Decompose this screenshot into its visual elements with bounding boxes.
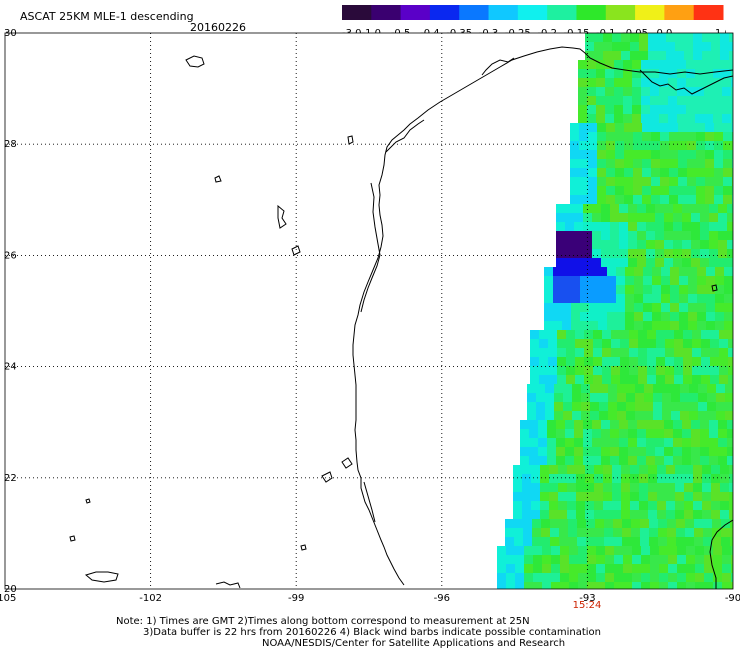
colorbar-swatch bbox=[488, 5, 519, 20]
latitude-label: 26 bbox=[4, 250, 17, 261]
lagoon-detail-path bbox=[363, 481, 376, 523]
lake-path bbox=[215, 581, 241, 589]
plot-frame bbox=[4, 32, 734, 590]
longitude-label: -102 bbox=[139, 593, 162, 604]
colorbar-labels: -3.0 -1.0 -0.5 -0.4 -0.35 -0.3 -0.25 -0.2 -0.15-… bbox=[342, 28, 726, 37]
colorbar-label: -0.2 bbox=[537, 28, 557, 37]
pass-time-label: 15:24 bbox=[573, 600, 602, 611]
colorbar-label: 0.0 bbox=[656, 28, 672, 37]
lake-path bbox=[341, 457, 353, 469]
longitude-label: -105 bbox=[0, 593, 16, 604]
colorbar-label: -0.4 bbox=[420, 28, 440, 37]
colorbar-swatch bbox=[664, 5, 695, 20]
colorbar-label: 1.0 bbox=[715, 28, 726, 37]
latitude-label: 20 bbox=[4, 584, 17, 595]
colorbar-swatch bbox=[400, 5, 431, 20]
longitude-label: -99 bbox=[288, 593, 304, 604]
colorbar-swatch bbox=[576, 5, 607, 20]
bay-detail-path bbox=[385, 119, 425, 153]
colorbar-swatch bbox=[635, 5, 665, 20]
lat-lon-grid bbox=[5, 33, 733, 589]
colorbar-swatch bbox=[605, 5, 636, 20]
colorbar-swatch bbox=[517, 5, 548, 20]
product-title: ASCAT 25KM MLE-1 descending bbox=[20, 10, 194, 23]
product-date: 20160226 bbox=[190, 21, 246, 34]
longitude-label: -96 bbox=[434, 593, 450, 604]
lake-path bbox=[84, 571, 119, 583]
latitude-label: 24 bbox=[4, 362, 17, 373]
colorbar-label: -0.05 bbox=[622, 28, 648, 37]
longitude-label: -90 bbox=[725, 593, 740, 604]
colorbar-label: -3.0 bbox=[342, 28, 362, 37]
colorbar-swatch bbox=[371, 5, 402, 20]
colorbar-label: -0.5 bbox=[391, 28, 411, 37]
latitude-label: 28 bbox=[4, 139, 17, 150]
colorbar-label: -0.1 bbox=[596, 28, 616, 37]
lake-path bbox=[69, 535, 76, 542]
latitude-label: 30 bbox=[4, 28, 17, 39]
lake-path bbox=[347, 135, 354, 145]
lake-path bbox=[85, 498, 91, 504]
note-line-2: 3)Data buffer is 22 hrs from 20160226 4)… bbox=[143, 627, 601, 638]
colorbar-swatch bbox=[459, 5, 490, 20]
colorbar-swatch bbox=[342, 5, 372, 20]
lake-path bbox=[300, 544, 307, 551]
colorbar-label: -0.25 bbox=[505, 28, 531, 37]
colorbar-label: -0.35 bbox=[446, 28, 472, 37]
lake-path bbox=[321, 471, 333, 483]
coastline bbox=[69, 46, 733, 589]
colorbar-label: -0.15 bbox=[564, 28, 590, 37]
latitude-label: 22 bbox=[4, 473, 17, 484]
reservoir-path bbox=[291, 245, 301, 256]
colorbar: -3.0 -1.0 -0.5 -0.4 -0.35 -0.3 -0.25 -0.2 -0.15-… bbox=[342, 5, 726, 37]
scatterometer-data-swath bbox=[497, 33, 733, 589]
note-line-1: Note: 1) Times are GMT 2)Times along bot… bbox=[116, 616, 530, 627]
colorbar-swatch bbox=[429, 5, 460, 20]
yucatan-coast-path bbox=[709, 519, 733, 589]
lake-path bbox=[711, 284, 718, 292]
longitude-label: -93 bbox=[579, 593, 595, 604]
colorbar-swatches bbox=[342, 5, 724, 20]
note-line-3: NOAA/NESDIS/Center for Satellite Applica… bbox=[262, 638, 566, 649]
coast-detail-path bbox=[639, 69, 733, 95]
colorbar-label: -0.3 bbox=[479, 28, 499, 37]
barrier-island-path bbox=[360, 182, 381, 313]
colorbar-swatch bbox=[693, 5, 724, 20]
lake-path bbox=[214, 175, 222, 183]
gulf-coastline-path bbox=[352, 46, 733, 586]
map-plot: -105 -102 -99 -96 -93 -90 30 28 26 24 22 20 15:24 bbox=[0, 28, 740, 611]
reservoir-path bbox=[277, 204, 287, 229]
coast-detail-path bbox=[481, 57, 515, 76]
colorbar-swatch bbox=[547, 5, 577, 20]
colorbar-label: -1.0 bbox=[362, 28, 382, 37]
axis-labels: -105 -102 -99 -96 -93 -90 30 28 26 24 22 20 bbox=[0, 28, 740, 604]
lake-path bbox=[185, 55, 205, 68]
